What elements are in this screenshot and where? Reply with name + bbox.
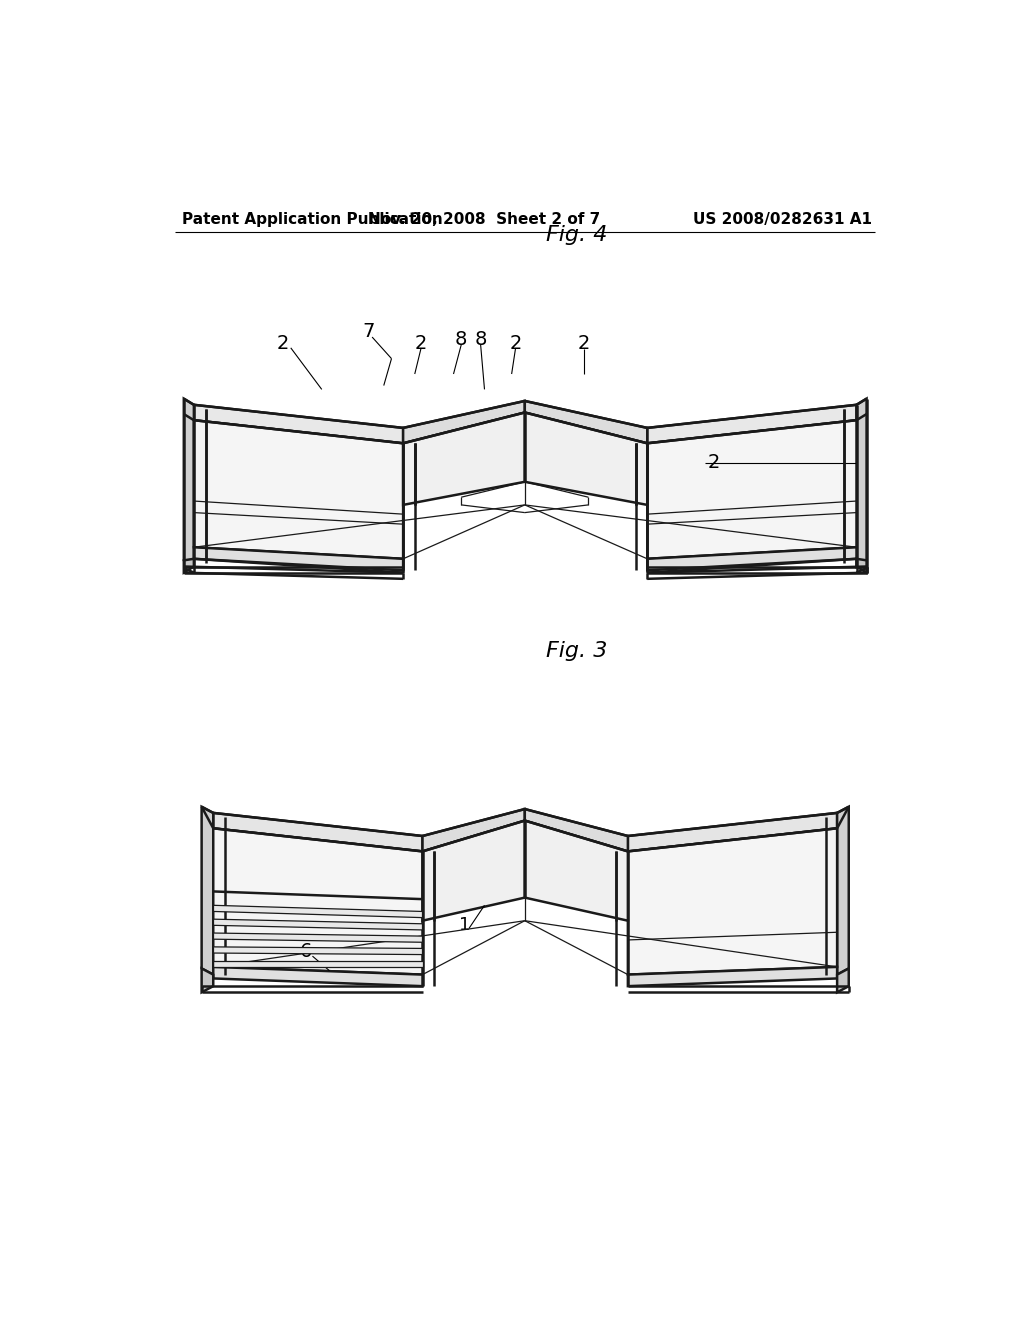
Text: 2: 2 <box>708 453 720 473</box>
Polygon shape <box>403 401 524 444</box>
Text: 1: 1 <box>460 916 471 933</box>
Polygon shape <box>628 966 838 986</box>
Polygon shape <box>524 821 628 921</box>
Polygon shape <box>856 399 866 566</box>
Text: 8: 8 <box>455 330 467 348</box>
Polygon shape <box>202 807 213 974</box>
Polygon shape <box>647 405 856 444</box>
Text: 2: 2 <box>276 334 289 352</box>
Polygon shape <box>194 420 403 558</box>
Polygon shape <box>213 813 423 851</box>
Text: Patent Application Publication: Patent Application Publication <box>182 213 443 227</box>
Polygon shape <box>213 933 423 942</box>
Polygon shape <box>213 829 423 974</box>
Polygon shape <box>423 821 524 921</box>
Polygon shape <box>202 969 213 993</box>
Polygon shape <box>647 420 856 558</box>
Polygon shape <box>838 807 849 974</box>
Polygon shape <box>524 809 628 851</box>
Polygon shape <box>628 813 838 851</box>
Text: 7: 7 <box>362 322 375 341</box>
Text: 8: 8 <box>474 330 486 348</box>
Text: Nov. 20, 2008  Sheet 2 of 7: Nov. 20, 2008 Sheet 2 of 7 <box>369 213 601 227</box>
Polygon shape <box>183 558 194 573</box>
Polygon shape <box>213 961 423 966</box>
Text: 2: 2 <box>578 334 590 352</box>
Polygon shape <box>194 405 403 444</box>
Text: 2: 2 <box>509 334 521 352</box>
Polygon shape <box>183 399 194 566</box>
Text: 2: 2 <box>415 334 427 352</box>
Polygon shape <box>524 412 647 506</box>
Polygon shape <box>213 906 423 917</box>
Polygon shape <box>423 809 524 851</box>
Polygon shape <box>194 548 403 570</box>
Polygon shape <box>856 558 866 573</box>
Polygon shape <box>524 401 647 444</box>
Polygon shape <box>213 966 423 986</box>
Text: Fig. 4: Fig. 4 <box>546 224 607 244</box>
Polygon shape <box>628 829 838 974</box>
Polygon shape <box>213 919 423 929</box>
Polygon shape <box>647 548 856 570</box>
Polygon shape <box>213 946 423 954</box>
Polygon shape <box>838 969 849 993</box>
Polygon shape <box>403 412 524 506</box>
Text: 6: 6 <box>300 942 312 961</box>
Text: Fig. 3: Fig. 3 <box>546 642 607 661</box>
Text: US 2008/0282631 A1: US 2008/0282631 A1 <box>693 213 872 227</box>
